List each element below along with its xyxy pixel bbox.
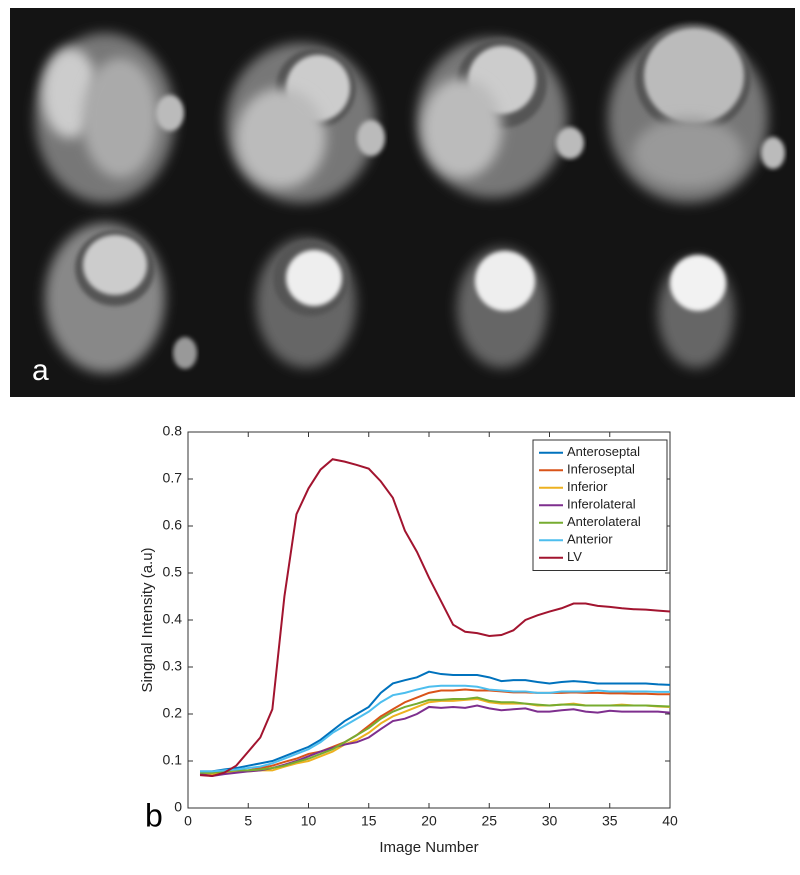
legend-label: Inferoseptal [567, 462, 635, 477]
y-tick-label: 0.2 [163, 705, 183, 721]
series-line [200, 696, 671, 774]
x-tick-label: 0 [184, 813, 192, 829]
series-line [200, 670, 671, 773]
panel-label: a [32, 354, 49, 387]
x-tick-label: 5 [244, 813, 252, 829]
series-line [200, 684, 670, 773]
x-tick-label: 35 [602, 813, 618, 829]
mri-panel: a [10, 8, 795, 397]
y-tick-label: 0.5 [163, 564, 183, 580]
y-tick-label: 0.6 [163, 517, 183, 533]
mri-tile [608, 23, 785, 203]
x-tick-label: 20 [421, 813, 437, 829]
legend-label: Anterolateral [567, 514, 641, 529]
panel-label: b [145, 797, 163, 833]
mri-tile [256, 238, 356, 368]
mri-tile [45, 223, 197, 373]
legend-label: Inferior [567, 479, 608, 494]
x-tick-label: 25 [481, 813, 497, 829]
legend-label: Anteroseptal [567, 444, 640, 459]
mri-tile [658, 255, 734, 368]
x-tick-label: 40 [662, 813, 678, 829]
y-axis-label: Singnal Intensity (a.u) [139, 547, 156, 692]
y-tick-label: 0.4 [163, 611, 183, 627]
mri-tile [417, 38, 584, 198]
series-line [199, 458, 671, 778]
x-tick-label: 15 [361, 813, 377, 829]
mri-tile [457, 248, 547, 368]
x-axis-label: Image Number [379, 839, 478, 856]
y-tick-label: 0.7 [163, 470, 183, 486]
y-tick-label: 0.8 [163, 423, 183, 439]
y-tick-label: 0.3 [163, 658, 183, 674]
x-tick-label: 10 [301, 813, 317, 829]
mri-tile [35, 33, 184, 203]
y-tick-label: 0.1 [163, 752, 183, 768]
legend-label: LV [567, 549, 582, 564]
series-line [199, 688, 670, 777]
x-tick-label: 30 [542, 813, 558, 829]
mri-tile [226, 43, 385, 203]
y-tick-label: 0 [174, 799, 182, 815]
legend-label: Inferolateral [567, 497, 636, 512]
legend-label: Anterior [567, 532, 613, 547]
